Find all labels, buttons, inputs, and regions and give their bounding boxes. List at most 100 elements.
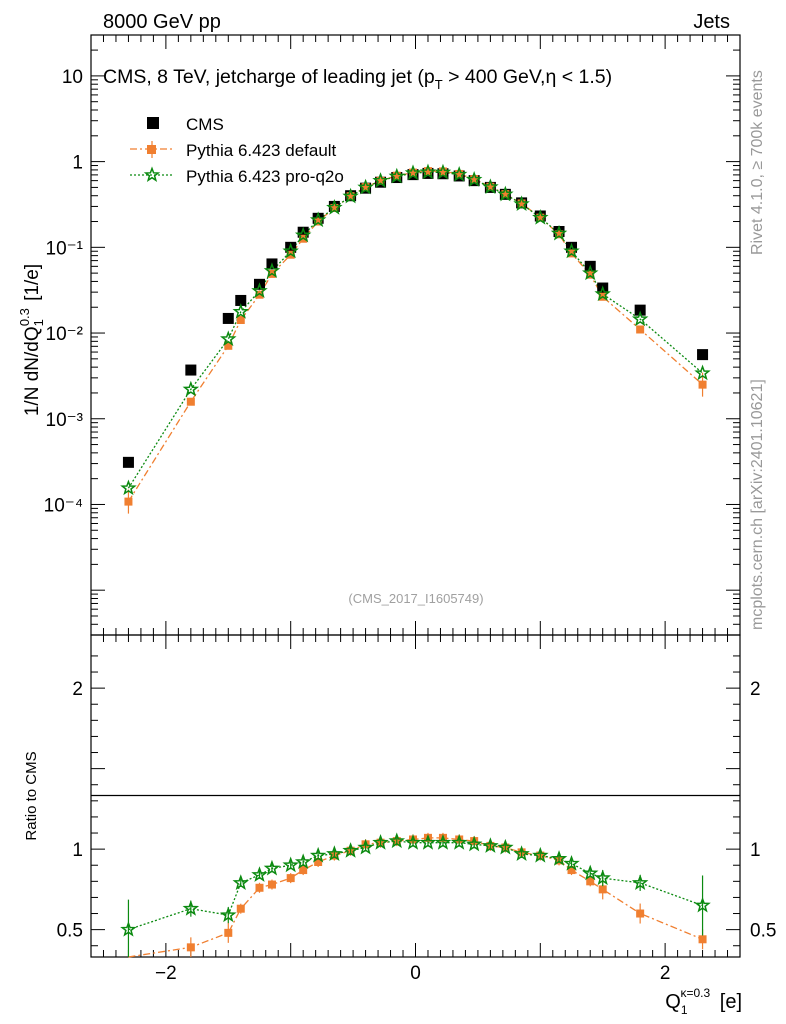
ratio-proq2o-point [513,845,530,861]
proq2o-point [465,171,483,187]
legend-proq2o-label: Pythia 6.423 pro-q2o [186,167,344,186]
proq2o-point [631,310,649,327]
proq2o-point [294,226,312,243]
watermark: (CMS_2017_I1605749) [348,591,483,606]
proq2o-point [581,264,599,281]
ratio-default-point [255,883,264,892]
proq2o-point [263,262,281,278]
ratio-proq2o-point [342,842,359,858]
default-point [636,325,645,334]
main-y-tick-label: 1 [72,153,83,174]
ratio-proq2o-point [357,838,374,855]
ratio-default-point [314,858,323,867]
default-point [586,270,595,279]
default-point [124,497,133,506]
default-point [438,167,447,176]
ratio-proq2o-point [220,906,237,923]
default-point [409,168,418,177]
proq2o-series-line [127,171,704,489]
main-y-tick-label: 10⁻³ [46,410,84,431]
ratio-x-tick-label: 2 [660,963,671,984]
header-right: Jets [693,11,730,33]
default-point [423,167,432,176]
cms-point [566,241,578,253]
cms-point [185,364,197,376]
main-y-tick-label: 10⁻¹ [46,238,84,259]
ratio-proq2o-point [263,859,281,876]
cms-point [285,241,297,253]
title-sub-t: T [435,77,443,92]
default-point [536,213,545,222]
ratio-default-line [128,837,703,958]
x-axis-label: Q1 κ=0.3 [e] [665,986,742,1017]
default-point [224,341,233,350]
proq2o-point [532,208,549,225]
ratio-proq2o-point [404,834,422,850]
proq2o-point [419,163,437,180]
main-y-tick-label: 10 [62,67,83,88]
proq2o-point [326,199,343,215]
ratio-default-point [224,928,233,937]
ratio-default-point [598,885,607,894]
default-point [376,176,385,185]
main-y-tick-label: 10⁻² [46,324,84,345]
proq2o-point [282,242,299,259]
proq2o-point [450,165,468,182]
legend-cms-label: CMS [186,115,224,134]
legend-proq2o-marker [143,166,161,183]
ratio-proq2o-point [550,850,568,866]
proq2o-point [309,211,327,228]
proq2o-point [404,164,422,181]
cms-point [122,456,134,468]
cms-point [235,294,247,306]
ratio-proq2o-point [372,834,389,850]
cms-point [297,226,309,238]
main-y-axis-label: 1/N dN/dQ10.3 [1/e] [17,264,46,416]
default-point [486,182,495,191]
ratio-default-point [236,904,245,913]
default-point [501,190,510,199]
ratio-proq2o-point [309,846,327,863]
legend-cms-marker [147,117,159,129]
ratio-tick-labels: 0.5 0.5 1 1 2 2 −2 0 2 [57,679,777,984]
ratio-proq2o-point [631,874,649,890]
ratio-default-point [186,943,195,952]
ratio-proq2o-point [594,869,611,886]
main-axis-ticks [91,34,740,636]
ylabel-unit: [1/e] [22,264,43,306]
cms-point [222,312,234,324]
proq2o-point [220,330,237,347]
ratio-proq2o-point [532,846,549,863]
ratio-default-point [636,909,645,918]
ratio-proq2o-point [251,866,268,882]
default-series-line [127,170,704,502]
side-text-lower: mcplots.cern.ch [arXiv:2401.10621] [749,379,766,630]
ratio-proq2o-point [282,856,299,873]
ratio-proq2o-point [434,834,452,850]
ratio-proq2o-point [563,854,580,871]
xlabel-sub: 1 [681,1003,688,1017]
ratio-y-tick-label-right: 2 [750,679,761,700]
proq2o-point [550,224,568,241]
xlabel-sup: κ=0.3 [681,986,711,1000]
cms-point [634,304,646,316]
ratio-proq2o-point [294,853,312,870]
ratio-y-tick-label: 1 [72,840,83,861]
ratio-proq2o-point [581,864,599,881]
ratio-default-point [567,866,576,875]
proq2o-point [434,163,452,180]
proq2o-point [357,178,374,195]
ratio-x-tick-label: 0 [410,963,421,984]
proq2o-point [232,303,250,319]
xlabel-unit: [e] [714,991,742,1013]
ratio-axis-ticks [91,635,740,957]
ratio-y-tick-label-right: 0.5 [750,921,776,942]
ratio-x-tick-label: −2 [155,963,177,984]
ratio-proq2o-point [482,837,499,853]
main-y-tick-label: 10⁻⁴ [44,495,83,516]
cms-point [697,349,709,361]
ratio-default-point [698,935,707,944]
proq2o-point [694,364,711,381]
default-point [236,315,245,324]
